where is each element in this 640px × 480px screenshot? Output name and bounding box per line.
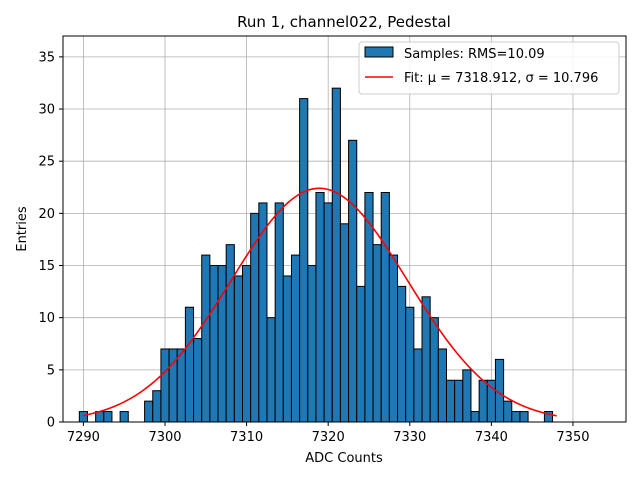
- histogram-bars: [78, 87, 554, 423]
- fit-curve: [83, 187, 557, 417]
- legend-fit-label: Fit: μ = 7318.912, σ = 10.796: [404, 71, 598, 86]
- y-tick-label: 35: [38, 50, 55, 65]
- y-tick-label: 0: [47, 416, 55, 431]
- y-tick-label: 15: [38, 259, 55, 274]
- histogram-bar: [225, 244, 235, 423]
- x-axis-label: ADC Counts: [305, 451, 383, 466]
- histogram-bar: [160, 348, 170, 423]
- y-ticks: 0 5 10 15 20 25 30 35: [38, 50, 63, 431]
- histogram-bar: [144, 400, 154, 423]
- histogram-bar: [372, 244, 382, 423]
- y-tick-label: 20: [38, 207, 55, 222]
- x-ticks: 7290 7300 7310 7320 7330 7340 7350: [67, 422, 590, 445]
- histogram-bar: [323, 202, 333, 423]
- histogram-bar: [201, 254, 211, 423]
- chart-title: Run 1, channel022, Pedestal: [237, 13, 451, 31]
- histogram-bar: [413, 348, 423, 423]
- histogram-bar: [299, 98, 309, 423]
- histogram-bar: [290, 254, 301, 423]
- histogram-bar: [193, 338, 203, 423]
- histogram-bar: [103, 411, 113, 423]
- histogram-bar: [478, 379, 488, 423]
- y-tick-label: 25: [38, 155, 55, 170]
- histogram-bar: [242, 265, 252, 423]
- histogram-bar: [274, 202, 284, 423]
- x-tick-label: 7340: [475, 430, 508, 445]
- plot-frame: [62, 35, 627, 423]
- x-tick-label: 7350: [556, 430, 589, 445]
- histogram-bar: [176, 348, 186, 423]
- histogram-bar: [339, 223, 350, 423]
- y-tick-label: 30: [38, 103, 55, 118]
- histogram-bar: [380, 191, 390, 423]
- histogram-bar: [511, 411, 521, 423]
- x-tick-label: 7290: [67, 430, 100, 445]
- histogram-bar: [429, 317, 439, 423]
- histogram-bar: [209, 265, 219, 423]
- histogram-bar: [445, 379, 456, 423]
- histogram-bar: [437, 348, 447, 423]
- legend: Samples: RMS=10.09 Fit: μ = 7318.912, σ …: [358, 41, 620, 95]
- histogram-bar: [405, 306, 415, 423]
- histogram-bar: [119, 411, 129, 423]
- histogram-bar: [266, 317, 276, 423]
- histogram-bar: [519, 411, 529, 423]
- histogram-bar: [454, 379, 464, 423]
- y-tick-label: 10: [38, 311, 55, 326]
- x-tick-label: 7310: [230, 430, 263, 445]
- legend-samples-label: Samples: RMS=10.09: [404, 47, 545, 62]
- histogram-bar: [315, 191, 325, 423]
- histogram-bar: [233, 275, 244, 423]
- histogram-bar: [462, 369, 472, 423]
- histogram-bar: [331, 87, 341, 423]
- histogram-bar: [307, 265, 317, 423]
- x-tick-label: 7320: [312, 430, 345, 445]
- histogram-bar: [503, 400, 513, 423]
- histogram-bar: [184, 306, 195, 423]
- histogram-bar: [152, 390, 162, 423]
- x-tick-label: 7300: [148, 430, 181, 445]
- histogram-bar: [78, 411, 88, 423]
- histogram-bar: [356, 285, 366, 423]
- legend-samples-swatch: [364, 46, 394, 58]
- histogram-bar: [282, 275, 292, 423]
- x-tick-label: 7330: [393, 430, 426, 445]
- histogram-bar: [388, 254, 399, 423]
- grid-lines: [63, 36, 626, 423]
- y-axis-label: Entries: [15, 206, 30, 252]
- y-tick-label: 5: [47, 363, 55, 378]
- histogram-bar: [397, 285, 407, 423]
- histogram-bar: [348, 139, 358, 423]
- legend-box: [358, 41, 620, 95]
- histogram-bar: [470, 411, 480, 423]
